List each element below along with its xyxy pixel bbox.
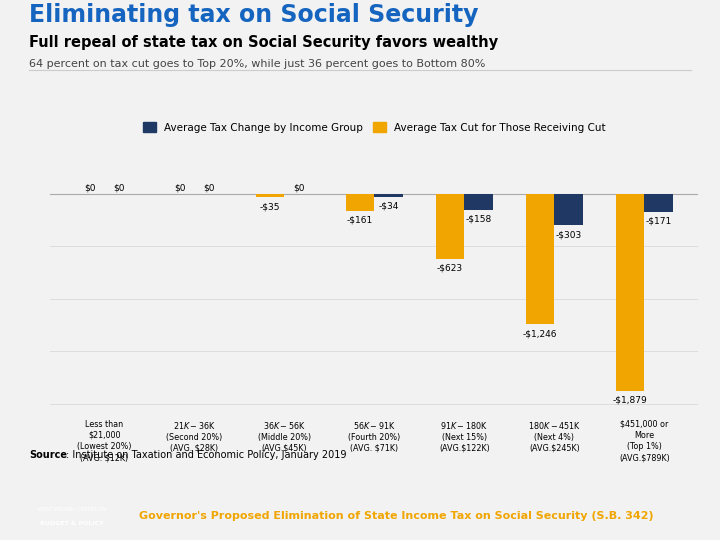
Text: -$158: -$158 <box>466 215 492 224</box>
Text: -$623: -$623 <box>437 264 463 273</box>
Bar <box>436 194 464 259</box>
Text: WEST VIRGINIA CENTER ON: WEST VIRGINIA CENTER ON <box>38 507 106 511</box>
Bar <box>346 194 374 211</box>
Text: -$303: -$303 <box>556 230 582 239</box>
Text: -$161: -$161 <box>347 215 373 224</box>
Bar <box>374 194 403 197</box>
Bar <box>644 194 673 212</box>
Text: Eliminating tax on Social Security: Eliminating tax on Social Security <box>29 3 478 26</box>
Text: Governor's Proposed Elimination of State Income Tax on Social Security (S.B. 342: Governor's Proposed Elimination of State… <box>139 511 653 521</box>
Text: -$35: -$35 <box>260 202 280 211</box>
Text: 64 percent on tax cut goes to Top 20%, while just 36 percent goes to Bottom 80%: 64 percent on tax cut goes to Top 20%, w… <box>29 59 485 70</box>
Text: $0: $0 <box>203 183 215 192</box>
Text: Full repeal of state tax on Social Security favors wealthy: Full repeal of state tax on Social Secur… <box>29 35 498 50</box>
Text: $0: $0 <box>84 183 96 192</box>
Bar <box>554 194 583 226</box>
Bar <box>616 194 644 391</box>
Bar <box>256 194 284 197</box>
Text: -$1,246: -$1,246 <box>523 329 557 338</box>
Text: : Institute on Taxation and Economic Policy, January 2019: : Institute on Taxation and Economic Pol… <box>66 450 347 460</box>
Text: $0: $0 <box>293 183 305 192</box>
Legend: Average Tax Change by Income Group, Average Tax Cut for Those Receiving Cut: Average Tax Change by Income Group, Aver… <box>139 118 610 137</box>
Text: -$171: -$171 <box>646 217 672 225</box>
Bar <box>464 194 493 210</box>
Text: Source: Source <box>29 450 67 460</box>
Bar <box>526 194 554 325</box>
Text: $0: $0 <box>113 183 125 192</box>
Text: $0: $0 <box>174 183 186 192</box>
Text: -$34: -$34 <box>379 202 399 211</box>
Text: -$1,879: -$1,879 <box>613 396 647 404</box>
Text: BUDGET & POLICY: BUDGET & POLICY <box>40 521 104 526</box>
